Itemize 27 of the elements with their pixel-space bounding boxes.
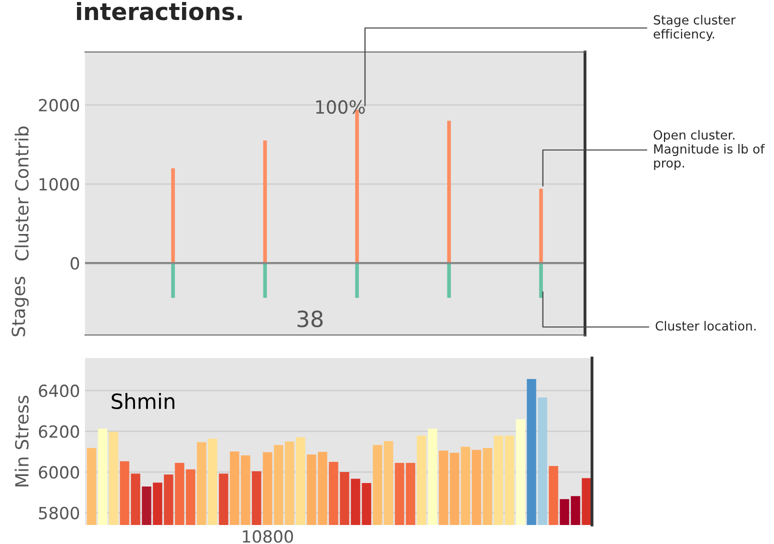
- y-tick-label: 6200: [38, 425, 80, 438]
- y-tick-label: 0: [70, 257, 80, 270]
- bar: [447, 263, 451, 298]
- y-axis-title: Cluster Contrib: [14, 126, 29, 260]
- text: Stages: [12, 276, 29, 336]
- bar: [539, 188, 543, 264]
- chart-title: interactions.: [76, 2, 242, 20]
- text: Open cluster. Magnitude is lb of prop.: [654, 130, 765, 170]
- y-tick-label: 2000: [38, 98, 80, 112]
- bar: [263, 263, 267, 298]
- bar: [447, 120, 451, 264]
- text: Cluster location.: [656, 320, 756, 331]
- bar: [171, 263, 175, 298]
- y-axis-title: Min Stress: [14, 396, 29, 486]
- annotation: Shmin: [112, 393, 174, 410]
- annotation: 38: [298, 310, 323, 328]
- y-tick-label: 6400: [38, 384, 80, 398]
- y-tick-label: 5800: [39, 506, 80, 520]
- bar: [539, 263, 543, 298]
- y-tick-label: 6000: [38, 466, 80, 479]
- bar: [355, 263, 359, 298]
- text: Stage cluster efficiency.: [654, 14, 736, 42]
- annotation: 100%: [316, 100, 365, 114]
- bar: [263, 140, 267, 264]
- bar: [171, 168, 175, 264]
- x-tick-label: 10800: [242, 530, 293, 543]
- y-tick-label: 1000: [40, 178, 80, 191]
